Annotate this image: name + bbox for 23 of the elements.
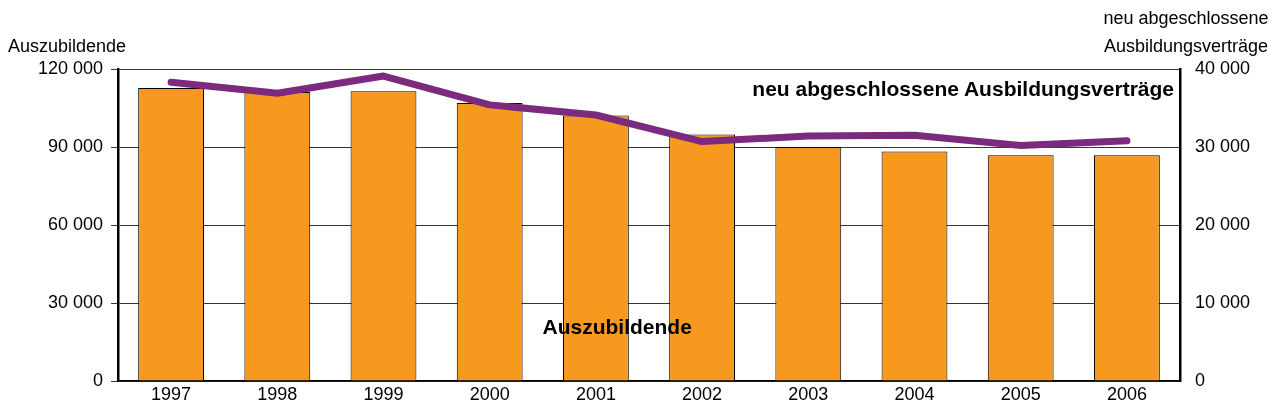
x-tick-label: 2004 xyxy=(894,383,935,404)
y-tick-label: 90 000 xyxy=(47,135,103,156)
y-tick-label: 30 000 xyxy=(47,291,103,312)
y2-tick-label: 10 000 xyxy=(1195,291,1251,312)
x-tick-label: 2005 xyxy=(1000,383,1041,404)
x-tick-label: 1999 xyxy=(363,383,404,404)
x-tick-label: 2001 xyxy=(575,383,616,404)
x-tick-label: 2000 xyxy=(469,383,510,404)
y-tick-label: 60 000 xyxy=(47,213,103,234)
x-tick-label: 1998 xyxy=(257,383,298,404)
y2-axis-title: neu abgeschlossene Ausbildungsverträge xyxy=(1103,8,1269,56)
x-tick-label: 2002 xyxy=(682,383,723,404)
x-tick-label: 1997 xyxy=(151,383,192,404)
series-label: neu abgeschlossene Ausbildungsverträge xyxy=(752,77,1174,100)
y2-tick-label: 40 000 xyxy=(1195,57,1251,78)
y2-tick-label: 30 000 xyxy=(1195,135,1251,156)
x-tick-label: 2003 xyxy=(788,383,829,404)
y-axis-title: Auszubildende xyxy=(8,36,127,56)
y2-tick-label: 0 xyxy=(1195,369,1206,390)
x-tick-label: 2006 xyxy=(1106,383,1147,404)
y-tick-label: 120 000 xyxy=(37,57,103,78)
y-tick-label: 0 xyxy=(92,369,103,390)
y2-tick-label: 20 000 xyxy=(1195,213,1251,234)
